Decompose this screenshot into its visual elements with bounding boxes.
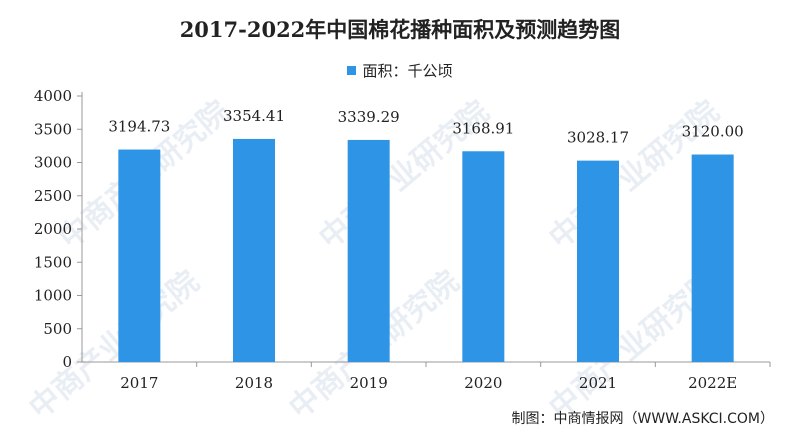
bar — [233, 138, 275, 362]
data-labels: 3194.73 3354.41 3339.29 3168.91 3028.17 3120.… — [108, 107, 743, 147]
x-tick-label: 2017 — [120, 374, 158, 392]
y-tick-label: 3500 — [34, 120, 72, 138]
legend-label: 面积：千公顷 — [362, 62, 453, 80]
legend: 面积：千公顷 — [0, 60, 800, 81]
data-label: 3194.73 — [108, 118, 170, 136]
data-label: 3168.91 — [452, 119, 514, 137]
x-tick-label: 2018 — [235, 374, 273, 392]
data-label: 3339.29 — [338, 108, 400, 126]
y-tick-label: 500 — [43, 320, 72, 338]
x-tick-label: 2021 — [579, 374, 617, 392]
bars — [118, 138, 734, 362]
y-tick-label: 0 — [62, 353, 72, 371]
y-tick-label: 4000 — [34, 87, 72, 105]
bar — [691, 154, 734, 362]
bar — [118, 149, 161, 362]
y-tick-label: 2000 — [34, 220, 72, 238]
y-tick-label: 1000 — [34, 287, 72, 305]
data-label: 3354.41 — [223, 107, 285, 125]
bar — [462, 151, 505, 362]
chart-title: 2017-2022年中国棉花播种面积及预测趋势图 — [179, 17, 621, 42]
bar — [577, 160, 619, 362]
x-tick-label: 2022E — [688, 374, 737, 392]
data-label: 3120.00 — [682, 123, 744, 141]
source-credit: 制图：中商情报网（WWW.ASKCI.COM） — [511, 411, 774, 427]
data-label: 3028.17 — [567, 129, 629, 147]
legend-swatch — [347, 66, 357, 75]
y-tick-label: 1500 — [34, 253, 72, 271]
y-tick-label: 3000 — [34, 154, 72, 172]
x-tick-label: 2019 — [350, 374, 388, 392]
axes: 0 500 1000 1500 2000 2500 3000 3500 4000 2017 2018… — [34, 87, 771, 392]
x-tick-label: 2020 — [464, 374, 502, 392]
bar — [347, 139, 390, 362]
y-tick-label: 2500 — [34, 187, 72, 205]
